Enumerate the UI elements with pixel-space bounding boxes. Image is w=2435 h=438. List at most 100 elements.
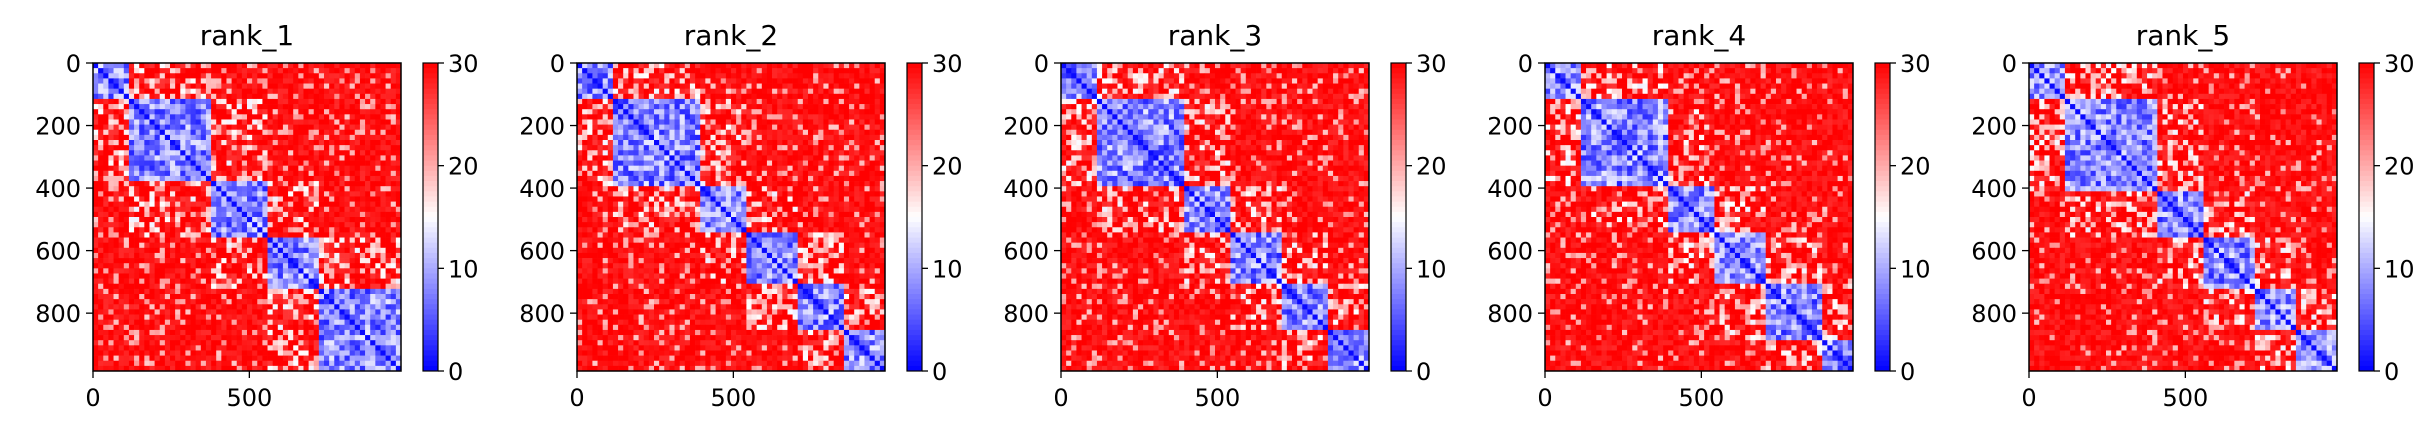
heatmap-cell bbox=[267, 294, 274, 300]
heatmap-cell bbox=[370, 227, 376, 233]
heatmap-cell bbox=[231, 345, 238, 351]
heatmap-cell bbox=[700, 129, 706, 136]
heatmap-cell bbox=[241, 273, 248, 279]
heatmap-cell bbox=[318, 237, 325, 244]
heatmap-cell bbox=[282, 217, 289, 223]
heatmap-cell bbox=[180, 304, 186, 310]
heatmap-cell bbox=[154, 83, 161, 90]
heatmap-cell bbox=[252, 129, 258, 136]
heatmap-cell bbox=[154, 170, 161, 177]
heatmap-cell bbox=[833, 150, 840, 156]
heatmap-cell bbox=[602, 104, 609, 110]
heatmap-cell bbox=[792, 109, 799, 115]
heatmap-cell bbox=[380, 104, 386, 110]
heatmap-cell bbox=[385, 206, 392, 213]
heatmap-cell bbox=[277, 140, 284, 146]
heatmap-cell bbox=[339, 211, 345, 218]
heatmap-cell bbox=[257, 268, 263, 274]
heatmap-cell bbox=[797, 129, 804, 136]
heatmap-cell bbox=[380, 242, 386, 249]
heatmap-cell bbox=[633, 119, 639, 125]
heatmap-cell bbox=[103, 68, 109, 74]
heatmap-cell bbox=[720, 165, 727, 172]
heatmap-cell bbox=[385, 232, 392, 238]
heatmap-cell bbox=[221, 196, 227, 202]
heatmap-cell bbox=[257, 170, 263, 177]
heatmap-cell bbox=[365, 288, 371, 295]
heatmap-cell bbox=[185, 314, 191, 321]
heatmap-cell bbox=[185, 206, 191, 213]
heatmap-cell bbox=[303, 365, 309, 372]
heatmap-cell bbox=[349, 104, 356, 110]
heatmap-cell bbox=[236, 145, 243, 151]
heatmap-cell bbox=[231, 335, 238, 341]
heatmap-cell bbox=[103, 360, 109, 367]
heatmap-cell bbox=[241, 196, 248, 202]
heatmap-cell bbox=[170, 104, 176, 110]
heatmap-cell bbox=[334, 155, 340, 161]
heatmap-cell bbox=[859, 119, 865, 125]
heatmap-cell bbox=[582, 155, 588, 161]
heatmap-cell bbox=[216, 360, 222, 367]
heatmap-cell bbox=[782, 73, 788, 79]
heatmap-cell bbox=[638, 165, 645, 172]
heatmap-cell bbox=[282, 355, 289, 362]
heatmap-cell bbox=[231, 278, 238, 285]
heatmap-cell bbox=[241, 124, 248, 131]
heatmap-cell bbox=[308, 93, 315, 100]
heatmap-cell bbox=[339, 304, 345, 310]
heatmap-cell bbox=[221, 201, 227, 208]
heatmap-cell bbox=[787, 68, 793, 74]
heatmap-cell bbox=[597, 150, 604, 156]
colorbar-segment bbox=[423, 335, 438, 341]
heatmap-cell bbox=[164, 288, 171, 295]
heatmap-cell bbox=[288, 150, 294, 156]
heatmap-cell bbox=[190, 278, 197, 285]
heatmap-cell bbox=[185, 134, 191, 141]
heatmap-cell bbox=[324, 360, 330, 367]
colorbar-segment bbox=[423, 324, 438, 331]
heatmap-cell bbox=[679, 155, 686, 161]
heatmap-cell bbox=[185, 73, 191, 79]
heatmap-cell bbox=[195, 63, 202, 69]
heatmap-cell bbox=[669, 140, 675, 146]
heatmap-cell bbox=[200, 88, 207, 95]
heatmap-cell bbox=[128, 88, 135, 95]
heatmap-cell bbox=[638, 119, 645, 125]
heatmap-cell bbox=[380, 206, 386, 213]
heatmap-cell bbox=[720, 88, 727, 95]
heatmap-cell bbox=[190, 247, 197, 254]
heatmap-cell bbox=[874, 155, 881, 161]
heatmap-cell bbox=[695, 68, 701, 74]
heatmap-cell bbox=[277, 211, 284, 218]
heatmap-cell bbox=[380, 145, 386, 151]
heatmap-cell bbox=[257, 258, 263, 264]
heatmap-cell bbox=[231, 314, 238, 321]
heatmap-cell bbox=[267, 268, 274, 274]
heatmap-cell bbox=[370, 258, 376, 264]
heatmap-cell bbox=[313, 273, 320, 279]
heatmap-cell bbox=[854, 63, 860, 69]
heatmap-cell bbox=[272, 165, 279, 172]
heatmap-cell bbox=[700, 150, 706, 156]
heatmap-cell bbox=[190, 222, 197, 228]
heatmap-cell bbox=[823, 83, 829, 90]
heatmap-cell bbox=[380, 155, 386, 161]
heatmap-cell bbox=[164, 355, 171, 362]
heatmap-cell bbox=[751, 114, 758, 120]
heatmap-cell bbox=[772, 165, 778, 172]
heatmap-cell bbox=[766, 68, 773, 74]
heatmap-cell bbox=[705, 165, 711, 172]
heatmap-cell bbox=[175, 93, 181, 100]
heatmap-cell bbox=[308, 211, 315, 218]
axes-frame bbox=[92, 62, 402, 372]
heatmap-cell bbox=[354, 355, 361, 362]
heatmap-cell bbox=[365, 129, 371, 136]
heatmap-cell bbox=[715, 109, 722, 115]
heatmap-cell bbox=[597, 98, 604, 105]
heatmap-cell bbox=[329, 155, 335, 161]
heatmap-cell bbox=[293, 68, 299, 74]
heatmap-cell bbox=[123, 78, 130, 84]
heatmap-cell bbox=[144, 170, 150, 177]
heatmap-cell bbox=[262, 345, 268, 351]
